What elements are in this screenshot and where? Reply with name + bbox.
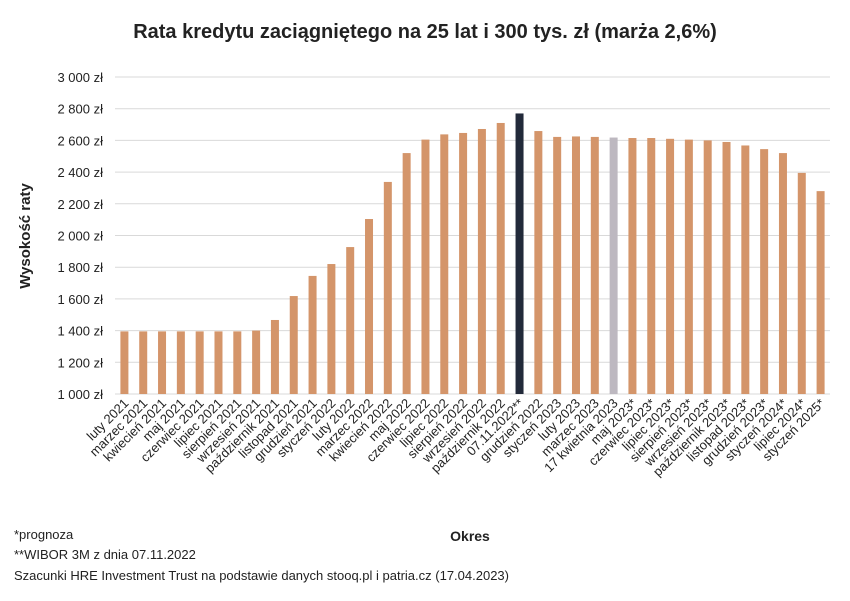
bar [647,138,656,394]
bar [722,141,731,394]
bar [571,136,580,394]
bar [176,331,185,394]
bar [421,139,430,394]
bar [590,136,599,394]
bar [327,264,336,394]
bar [158,331,167,394]
bar [609,137,618,394]
bar [534,131,543,394]
bar [440,134,449,394]
bar [214,331,223,394]
bar [515,113,524,394]
y-tick-label: 1 400 zł [57,324,103,339]
bar [195,331,204,394]
y-axis-title: Wysokość raty [17,183,34,289]
note: **WIBOR 3M z dnia 07.11.2022 [14,547,196,562]
bar [252,330,261,394]
bar [308,275,317,394]
y-tick-label: 1 600 zł [57,292,103,307]
y-tick-label: 1 200 zł [57,355,103,370]
bar [270,319,279,394]
note: *prognoza [14,527,74,542]
bar [346,247,355,394]
bar [797,172,806,394]
bar [666,138,675,394]
chart-title: Rata kredytu zaciągniętego na 25 lat i 3… [133,21,717,43]
y-tick-label: 2 400 zł [57,165,103,180]
bar [760,149,769,394]
bar [816,191,825,394]
y-tick-label: 1 000 zł [57,387,103,402]
y-tick-label: 2 000 zł [57,229,103,244]
bar [477,128,486,394]
bar [684,139,693,394]
bar [139,331,148,394]
y-tick-label: 2 800 zł [57,102,103,117]
bar [365,219,374,394]
bar [459,132,468,394]
bar [553,136,562,394]
y-tick-label: 2 600 zł [57,133,103,148]
bar [741,145,750,394]
bar [703,140,712,394]
y-tick-label: 1 800 zł [57,260,103,275]
y-tick-label: 2 200 zł [57,197,103,212]
bar [496,122,505,394]
bar [402,153,411,394]
bar [233,331,242,394]
bar [628,138,637,394]
y-tick-label: 3 000 zł [57,70,103,85]
bar [120,331,129,394]
note: Szacunki HRE Investment Trust na podstaw… [14,568,509,583]
bar [383,181,392,394]
bar [289,296,298,394]
bar [778,153,787,394]
x-axis-title: Okres [450,528,490,544]
